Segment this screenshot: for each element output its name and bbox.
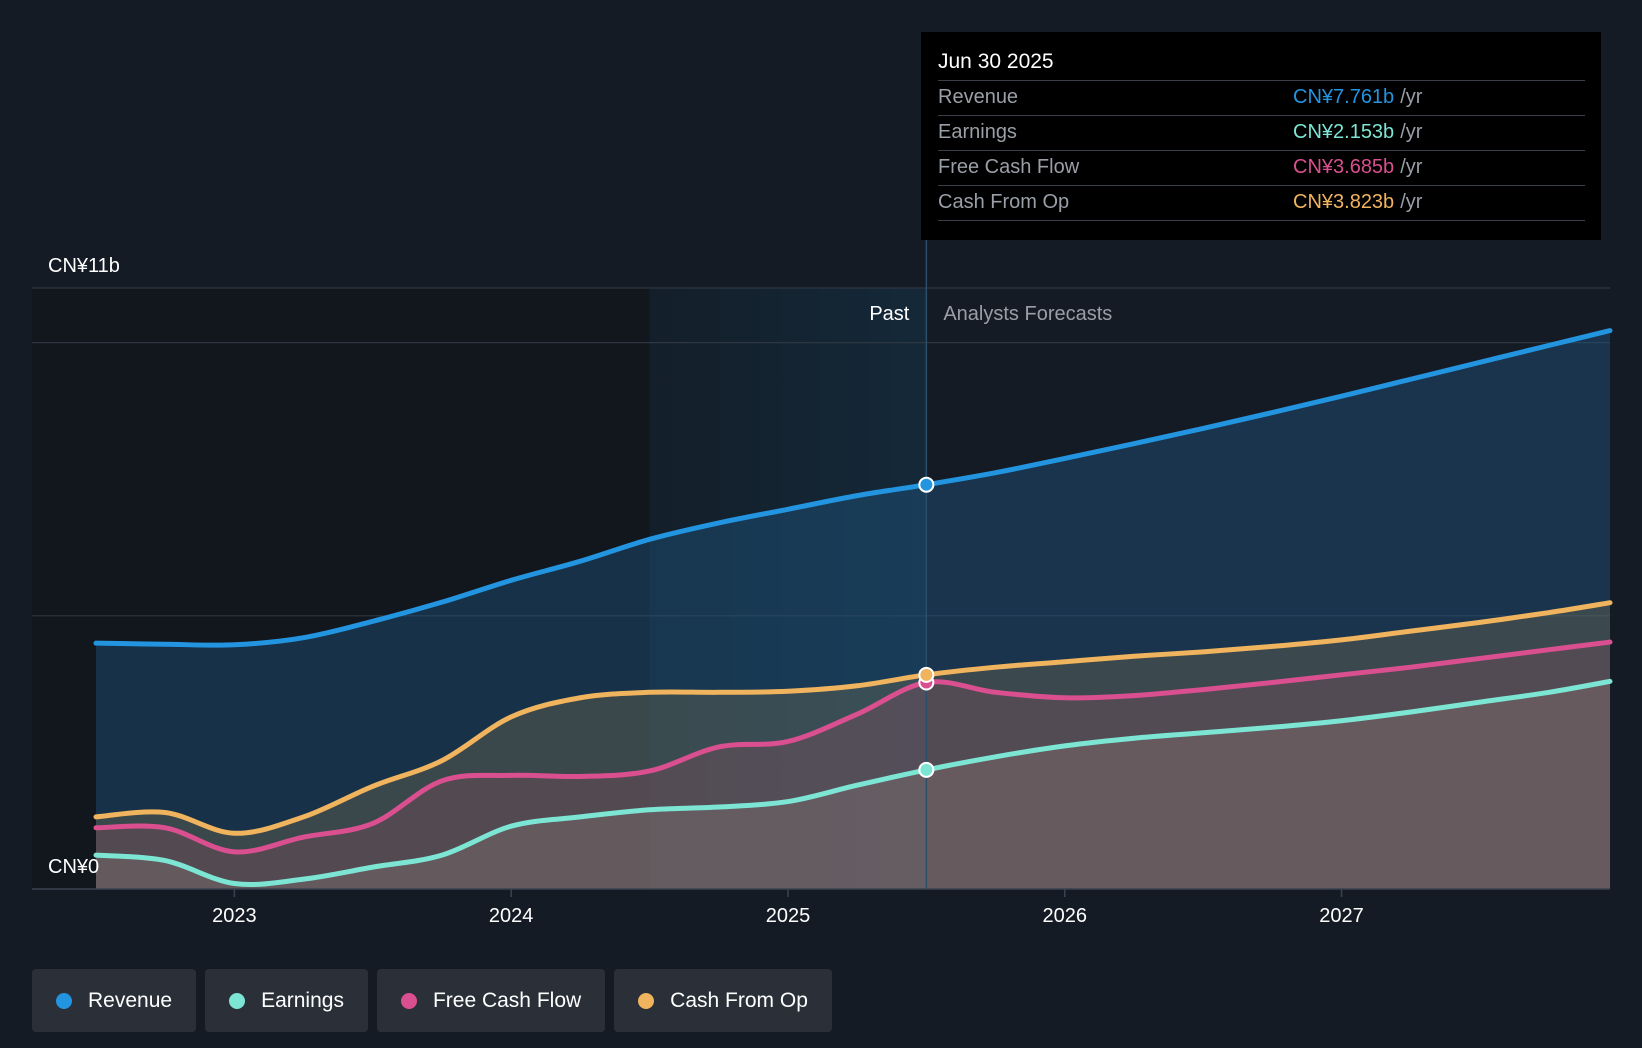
- tooltip-value: CN¥2.153b: [1293, 121, 1395, 143]
- legend-item-cash-from-op[interactable]: Cash From Op: [614, 969, 832, 1032]
- legend-item-earnings[interactable]: Earnings: [205, 969, 368, 1032]
- legend-item-free-cash-flow[interactable]: Free Cash Flow: [376, 969, 606, 1032]
- line-cash-from-op: [93, 600, 1613, 836]
- legend-dot-icon: [56, 992, 72, 1009]
- y-tick-label: CN¥11b: [48, 255, 120, 277]
- x-tick-label: 2027: [1319, 905, 1364, 927]
- x-axis-ticks: 2023 2024 2025 2026 2027: [212, 889, 1364, 927]
- tooltip: Jun 30 2025 Revenue CN¥7.761b /yr Earnin…: [921, 32, 1601, 240]
- tooltip-date: Jun 30 2025: [938, 46, 1585, 81]
- tooltip-label: Earnings: [938, 121, 1017, 143]
- past-label: Past: [869, 303, 909, 325]
- legend-dot-icon: [638, 992, 655, 1009]
- area-cash-from-op: [96, 602, 1610, 889]
- legend-label: Earnings: [261, 988, 344, 1012]
- legend-label: Cash From Op: [670, 988, 808, 1012]
- tooltip-unit: /yr: [1400, 86, 1423, 108]
- area-earnings: [96, 681, 1610, 889]
- legend: Revenue Earnings Free Cash Flow Cash Fro…: [32, 969, 841, 1032]
- line-revenue: [93, 328, 1613, 648]
- marker-earnings[interactable]: [918, 761, 935, 778]
- tooltip-label: Revenue: [938, 86, 1019, 108]
- tooltip-value: CN¥3.685b: [1293, 156, 1395, 178]
- legend-label: Revenue: [88, 988, 173, 1012]
- tooltip-label: Free Cash Flow: [938, 156, 1080, 178]
- forecast-label: Analysts Forecasts: [943, 303, 1112, 325]
- grid-lines: [32, 287, 1610, 617]
- highlight-region: [649, 288, 927, 889]
- line-free-cash-flow: [93, 639, 1613, 855]
- legend-dot-icon: [229, 992, 246, 1009]
- series-lines: [93, 328, 1613, 888]
- tooltip-value: CN¥7.761b: [1293, 86, 1395, 108]
- legend-dot-icon: [400, 992, 417, 1009]
- tooltip-unit: /yr: [1400, 191, 1423, 213]
- series-markers: [918, 476, 935, 778]
- tooltip-row-revenue: Revenue CN¥7.761b /yr: [938, 81, 1585, 116]
- tooltip-unit: /yr: [1400, 156, 1423, 178]
- series-areas: [96, 330, 1610, 890]
- x-tick-label: 2023: [212, 905, 257, 927]
- y-tick-label: CN¥0: [48, 856, 99, 878]
- line-earnings: [93, 678, 1613, 888]
- area-revenue: [96, 330, 1610, 890]
- tooltip-label: Cash From Op: [938, 191, 1070, 213]
- marker-cash-from-op[interactable]: [918, 666, 935, 683]
- legend-item-revenue[interactable]: Revenue: [32, 969, 197, 1032]
- y-axis-ticks: CN¥11b CN¥0: [48, 255, 120, 878]
- x-tick-label: 2026: [1042, 905, 1087, 927]
- legend-label: Free Cash Flow: [432, 988, 582, 1012]
- x-tick-label: 2025: [766, 905, 811, 927]
- tooltip-row-cash-from-op: Cash From Op CN¥3.823b /yr: [938, 186, 1585, 221]
- tooltip-unit: /yr: [1400, 121, 1423, 143]
- tooltip-row-free-cash-flow: Free Cash Flow CN¥3.685b /yr: [938, 151, 1585, 186]
- tooltip-row-earnings: Earnings CN¥2.153b /yr: [938, 116, 1585, 151]
- x-tick-label: 2024: [489, 905, 534, 927]
- area-free-cash-flow: [96, 642, 1610, 889]
- tooltip-value: CN¥3.823b: [1293, 191, 1395, 213]
- marker-revenue[interactable]: [918, 476, 935, 493]
